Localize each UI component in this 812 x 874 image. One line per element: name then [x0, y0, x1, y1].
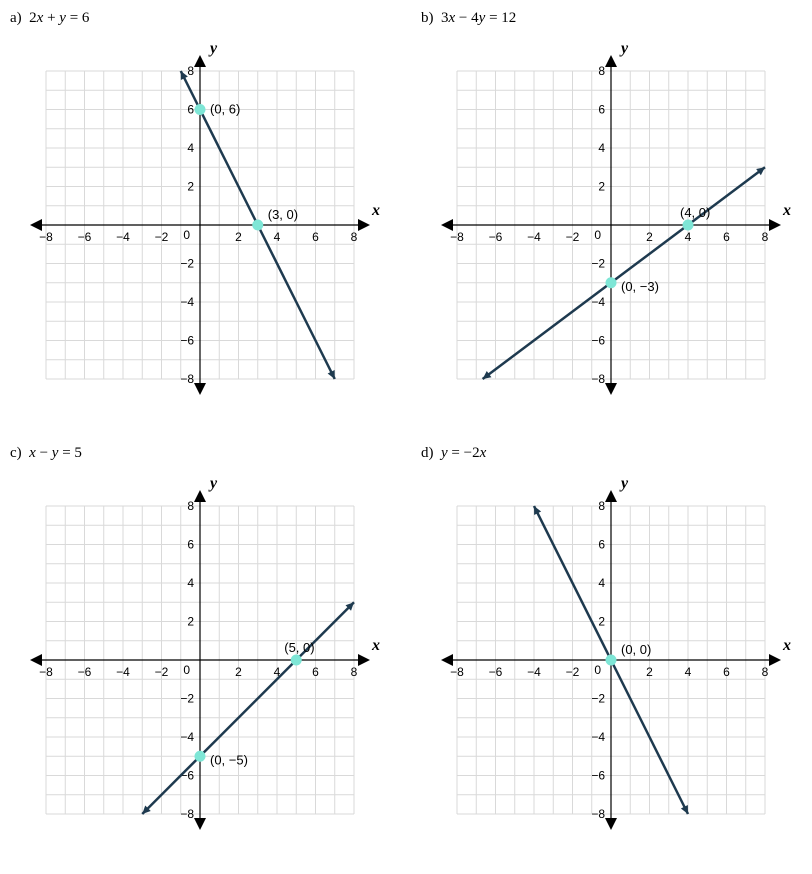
svg-text:0: 0 [594, 228, 601, 242]
svg-text:x: x [371, 202, 380, 219]
svg-text:6: 6 [312, 665, 319, 679]
svg-text:6: 6 [187, 538, 194, 552]
point-label: (3, 0) [268, 207, 298, 222]
svg-text:2: 2 [235, 230, 242, 244]
svg-text:−6: −6 [78, 230, 92, 244]
svg-text:8: 8 [351, 230, 358, 244]
equation-label-a: a) 2x + y = 6 [10, 10, 391, 27]
svg-text:−8: −8 [450, 230, 464, 244]
coordinate-plane: xy−8−6−4−202468−8−6−4−22468(5, 0)(0, −5) [10, 470, 390, 850]
svg-text:2: 2 [646, 230, 653, 244]
svg-text:−2: −2 [180, 257, 194, 271]
point-label: (4, 0) [680, 205, 710, 220]
svg-text:−4: −4 [527, 665, 541, 679]
svg-text:−6: −6 [180, 334, 194, 348]
svg-text:4: 4 [598, 141, 605, 155]
svg-text:y: y [619, 475, 629, 492]
svg-text:−2: −2 [566, 230, 580, 244]
point-label: (0, 6) [210, 102, 240, 117]
svg-text:−2: −2 [155, 230, 169, 244]
coordinate-plane: xy−8−6−4−202468−8−6−4−22468(4, 0)(0, −3) [421, 35, 801, 415]
svg-text:−4: −4 [180, 730, 194, 744]
svg-text:4: 4 [187, 576, 194, 590]
svg-text:6: 6 [598, 538, 605, 552]
svg-text:y: y [208, 475, 218, 492]
svg-text:8: 8 [187, 499, 194, 513]
svg-text:8: 8 [762, 665, 769, 679]
chart-d: x y −8 −6 −4 −2 0 2 4 6 8 −8 −6 −4 −2 2 4 6 8 (0, 0) [421, 470, 801, 850]
panel-d: d) y = −2x x y −8 −6 −4 −2 0 2 4 6 8 −8 −6 −4 −2 2 4 6 8 (0,… [421, 445, 802, 850]
point-label: (0, 0) [621, 642, 651, 657]
svg-text:−4: −4 [116, 665, 130, 679]
svg-text:−6: −6 [591, 334, 605, 348]
svg-text:0: 0 [183, 663, 190, 677]
svg-text:−8: −8 [180, 372, 194, 386]
svg-text:y: y [208, 40, 218, 57]
point-label: (0, −5) [210, 752, 248, 767]
svg-text:4: 4 [274, 230, 281, 244]
svg-text:0: 0 [594, 663, 601, 677]
svg-text:8: 8 [762, 230, 769, 244]
panel-a: a) 2x + y = 6 x y −8 −6 −4 −2 0 2 4 6 8 −8 −6 −4 −2 2 4 6 8… [10, 10, 391, 415]
chart-a: x y −8 −6 −4 −2 0 2 4 6 8 −8 −6 −4 −2 2 4 6 8 (0, 6) (3, 0) [10, 35, 390, 415]
svg-text:−8: −8 [39, 665, 53, 679]
chart-b: xy−8−6−4−202468−8−6−4−22468(4, 0)(0, −3) [421, 35, 801, 415]
svg-text:−8: −8 [39, 230, 53, 244]
svg-text:−2: −2 [591, 257, 605, 271]
chart-c: xy−8−6−4−202468−8−6−4−22468(5, 0)(0, −5) [10, 470, 390, 850]
svg-text:−4: −4 [591, 730, 605, 744]
coordinate-plane: x y −8 −6 −4 −2 0 2 4 6 8 −8 −6 −4 −2 2 4 6 8 (0, 0) [421, 470, 801, 850]
panel-b: b) 3x − 4y = 12xy−8−6−4−202468−8−6−4−224… [421, 10, 802, 415]
svg-text:−4: −4 [527, 230, 541, 244]
svg-text:−2: −2 [155, 665, 169, 679]
svg-text:2: 2 [187, 180, 194, 194]
svg-text:−6: −6 [591, 769, 605, 783]
svg-text:0: 0 [183, 228, 190, 242]
svg-text:−8: −8 [450, 665, 464, 679]
svg-text:8: 8 [187, 64, 194, 78]
point-label: (0, −3) [621, 279, 659, 294]
svg-text:2: 2 [187, 615, 194, 629]
svg-text:2: 2 [598, 180, 605, 194]
svg-text:−6: −6 [78, 665, 92, 679]
coordinate-plane: x y −8 −6 −4 −2 0 2 4 6 8 −8 −6 −4 −2 2 4 6 8 (0, 6) (3, 0) [10, 35, 390, 415]
svg-text:−4: −4 [180, 295, 194, 309]
svg-text:6: 6 [723, 665, 730, 679]
equation-label-d: d) y = −2x [421, 445, 802, 462]
svg-text:6: 6 [187, 103, 194, 117]
svg-text:4: 4 [598, 576, 605, 590]
svg-text:8: 8 [598, 64, 605, 78]
chart-grid: a) 2x + y = 6 x y −8 −6 −4 −2 0 2 4 6 8 −8 −6 −4 −2 2 4 6 8… [10, 10, 802, 850]
svg-text:8: 8 [351, 665, 358, 679]
svg-text:6: 6 [312, 230, 319, 244]
svg-text:2: 2 [598, 615, 605, 629]
svg-text:−8: −8 [180, 807, 194, 821]
svg-text:y: y [619, 40, 629, 57]
svg-text:x: x [782, 637, 791, 654]
equation-label-b: b) 3x − 4y = 12 [421, 10, 802, 27]
equation-label-c: c) x − y = 5 [10, 445, 391, 462]
svg-text:4: 4 [685, 665, 692, 679]
svg-text:2: 2 [235, 665, 242, 679]
svg-text:4: 4 [685, 230, 692, 244]
svg-text:−6: −6 [489, 230, 503, 244]
panel-c: c) x − y = 5xy−8−6−4−202468−8−6−4−22468(… [10, 445, 391, 850]
svg-text:−2: −2 [180, 692, 194, 706]
svg-text:−6: −6 [489, 665, 503, 679]
svg-text:4: 4 [187, 141, 194, 155]
svg-text:8: 8 [598, 499, 605, 513]
svg-text:x: x [782, 202, 791, 219]
svg-text:−2: −2 [566, 665, 580, 679]
svg-text:−4: −4 [116, 230, 130, 244]
svg-text:−8: −8 [591, 372, 605, 386]
svg-text:−8: −8 [591, 807, 605, 821]
svg-text:x: x [371, 637, 380, 654]
svg-text:6: 6 [598, 103, 605, 117]
svg-text:2: 2 [646, 665, 653, 679]
svg-text:6: 6 [723, 230, 730, 244]
svg-text:−2: −2 [591, 692, 605, 706]
point-label: (5, 0) [284, 640, 314, 655]
